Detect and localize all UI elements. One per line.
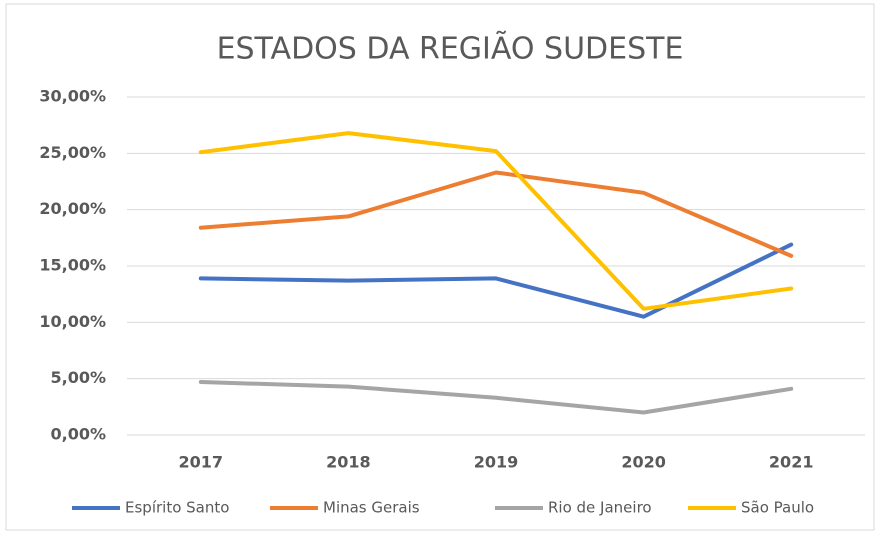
x-tick-label: 2020	[621, 453, 666, 472]
x-tick-label: 2021	[769, 453, 814, 472]
series-line	[198, 131, 794, 311]
legend-label: Espírito Santo	[125, 499, 229, 517]
legend-label: São Paulo	[741, 499, 814, 517]
series-line	[198, 380, 794, 415]
legend-label: Rio de Janeiro	[548, 499, 652, 517]
chart-title: ESTADOS DA REGIÃO SUDESTE	[217, 31, 684, 67]
series-line	[198, 170, 794, 258]
y-tick-label: 20,00%	[39, 199, 106, 218]
y-tick-label: 15,00%	[39, 256, 106, 275]
y-tick-label: 10,00%	[39, 312, 106, 331]
y-tick-label: 0,00%	[50, 425, 106, 444]
chart-frame	[5, 3, 875, 531]
y-tick-label: 25,00%	[39, 143, 106, 162]
legend-label: Minas Gerais	[323, 499, 420, 517]
x-tick-label: 2017	[179, 453, 224, 472]
x-tick-label: 2019	[474, 453, 519, 472]
y-tick-label: 5,00%	[50, 368, 106, 387]
series-line	[198, 242, 794, 319]
y-tick-label: 30,00%	[39, 87, 106, 106]
x-tick-label: 2018	[326, 453, 371, 472]
